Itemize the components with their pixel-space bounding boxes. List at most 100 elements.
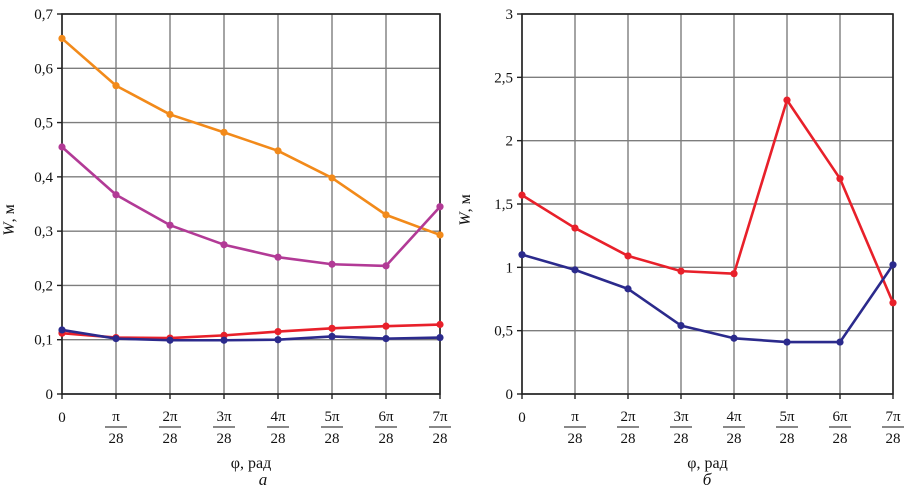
data-point (166, 336, 174, 344)
y-tick-label: 0,6 (34, 61, 53, 77)
series-2 (58, 143, 444, 270)
x-tick-numerator: 3π (673, 409, 689, 425)
y-tick-label: 2 (506, 134, 514, 150)
x-tick-denominator: 28 (163, 431, 178, 447)
data-point (274, 327, 282, 336)
x-tick-numerator: π (112, 409, 120, 425)
x-tick-denominator: 28 (886, 431, 901, 447)
data-point (58, 326, 66, 334)
x-tick-denominator: 28 (568, 431, 583, 447)
series-line (61, 146, 441, 268)
x-tick-numerator: 7π (432, 409, 448, 425)
data-point (783, 96, 791, 104)
series-line (61, 37, 441, 237)
data-point (166, 110, 174, 119)
y-tick-label: 0,3 (34, 224, 53, 240)
data-point (328, 332, 336, 341)
x-tick-numerator: π (571, 409, 579, 425)
y-axis-label-unit: , м (1, 204, 18, 222)
data-point (382, 335, 390, 343)
x-tick-numerator: 5π (779, 409, 795, 425)
gridlines (521, 13, 894, 395)
y-tick-label: 0,1 (34, 333, 53, 349)
x-tick-denominator: 28 (379, 431, 394, 447)
x-tick-numerator: 4π (726, 409, 742, 425)
x-tick-denominator: 28 (833, 431, 848, 447)
data-point (677, 322, 685, 330)
data-point (624, 285, 632, 293)
data-point (518, 191, 526, 199)
y-tick-label: 0 (506, 387, 514, 403)
data-point (382, 322, 390, 330)
y-tick-label: 0,5 (494, 324, 513, 340)
data-point (58, 34, 66, 43)
data-point (730, 334, 738, 342)
data-point (328, 174, 336, 182)
data-point (274, 336, 282, 344)
x-tick-numerator: 3π (216, 409, 232, 425)
x-tick-denominator: 28 (271, 431, 286, 447)
y-axis-label-unit: , м (457, 194, 474, 212)
series-line (521, 253, 895, 344)
y-tick-label: 0 (46, 387, 54, 403)
data-point (889, 299, 897, 307)
y-tick-label: 1 (506, 260, 514, 276)
x-tick-denominator: 28 (433, 431, 448, 447)
series-line (61, 328, 441, 342)
series-line (521, 98, 895, 304)
data-point (571, 224, 579, 232)
y-tick-label: 2,5 (494, 70, 513, 86)
x-tick-numerator: 6π (378, 409, 394, 425)
y-axis-label: W, м (1, 204, 18, 235)
data-point (677, 267, 685, 275)
data-point (112, 335, 120, 343)
panel-label: б (703, 470, 712, 489)
y-tick-label: 0,2 (34, 278, 53, 294)
gridlines (61, 13, 441, 395)
x-tick-numerator: 2π (620, 409, 636, 425)
x-tick-denominator: 28 (109, 431, 124, 447)
data-point (328, 324, 336, 332)
y-axis-label-symbol: W (1, 221, 18, 236)
series-2 (518, 251, 897, 346)
data-point (836, 175, 844, 183)
x-tick-denominator: 28 (674, 431, 689, 447)
data-point (220, 128, 228, 136)
data-point (166, 221, 174, 229)
data-point (783, 338, 791, 346)
data-point (436, 333, 444, 342)
x-tick-denominator: 28 (217, 431, 232, 447)
y-tick-label: 1,5 (494, 197, 513, 213)
data-point (889, 261, 897, 269)
data-point (518, 251, 526, 259)
data-point (274, 147, 282, 155)
data-point (274, 253, 282, 261)
x-tick-denominator: 28 (621, 431, 636, 447)
data-point (382, 211, 390, 219)
x-tick-denominator: 28 (727, 431, 742, 447)
data-point (571, 266, 579, 274)
data-point (436, 320, 444, 329)
y-tick-label: 0,4 (34, 170, 53, 186)
chart-panel-a: 0 0,1 0,2 0,3 0,4 0,5 0,6 0,7 0 π 28 2π 28 3π 28 4π 28 5π… (1, 7, 451, 489)
x-tick-numerator: 5π (324, 409, 340, 425)
x-tick-denominator: 28 (780, 431, 795, 447)
data-point (58, 143, 66, 151)
x-tick-label: 0 (58, 410, 66, 426)
data-point (220, 336, 228, 344)
data-point (836, 338, 844, 346)
data-point (112, 191, 120, 199)
data-point (436, 231, 444, 239)
chart-panel-b: 0 0,5 1 1,5 2 2,5 3 0 π 28 2π 28 3π 28 4π 28 5π 28 6π 28 7π 2… (457, 7, 904, 489)
x-tick-numerator: 6π (832, 409, 848, 425)
x-axis-label: φ, рад (231, 455, 271, 472)
x-axis-label: φ, рад (687, 455, 727, 472)
y-tick-label: 0,5 (34, 116, 53, 132)
x-tick-numerator: 4π (270, 409, 286, 425)
data-point (112, 82, 120, 90)
panel-label: а (259, 470, 268, 489)
data-point (436, 203, 444, 211)
y-axis-label-symbol: W (457, 211, 474, 226)
x-tick-numerator: 2π (162, 409, 178, 425)
